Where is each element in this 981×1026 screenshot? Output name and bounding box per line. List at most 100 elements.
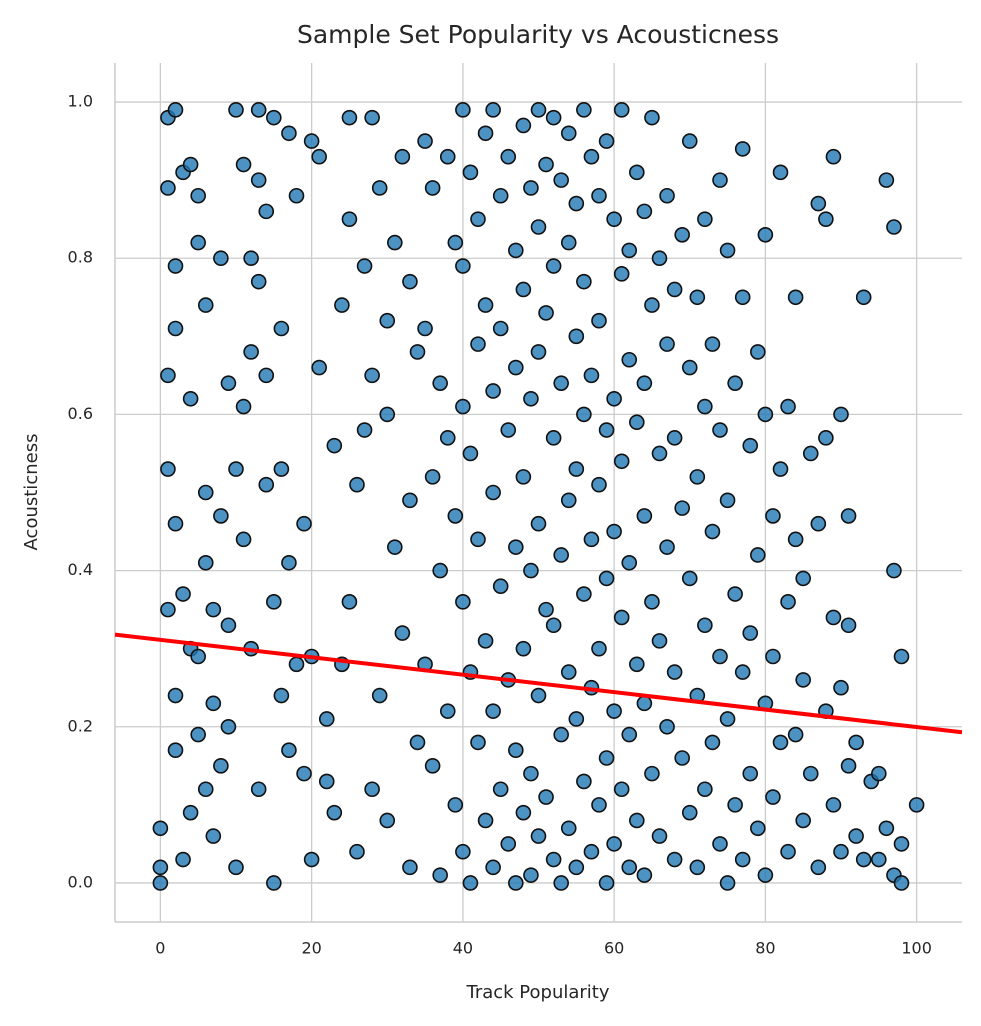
point	[485, 859, 501, 876]
point	[250, 102, 267, 118]
x-tick-label: 100	[901, 939, 932, 958]
point	[371, 687, 388, 704]
point	[606, 390, 622, 407]
point	[848, 734, 864, 751]
point	[871, 851, 887, 868]
point	[697, 398, 713, 415]
point	[795, 570, 811, 587]
point	[182, 804, 199, 821]
x-tick-label: 60	[604, 939, 624, 958]
point	[629, 812, 645, 829]
point	[235, 398, 252, 415]
point	[220, 375, 237, 391]
point	[235, 531, 252, 548]
point	[273, 687, 290, 704]
point	[447, 234, 464, 251]
point	[356, 422, 373, 438]
point	[197, 554, 214, 571]
chart-title: Sample Set Popularity vs Acousticness	[297, 20, 779, 49]
point	[757, 227, 774, 243]
point	[833, 406, 849, 423]
point	[213, 250, 229, 267]
y-tick-label: 1.0	[68, 92, 93, 111]
point	[893, 836, 910, 852]
point	[311, 359, 327, 376]
point	[666, 430, 683, 446]
point	[266, 109, 282, 126]
point	[780, 398, 796, 415]
point	[538, 305, 554, 321]
point	[727, 375, 743, 391]
point	[296, 515, 312, 532]
point	[205, 601, 222, 618]
point	[651, 633, 668, 649]
point	[167, 320, 184, 337]
point	[538, 156, 554, 173]
point	[492, 187, 509, 204]
point	[553, 875, 569, 891]
point	[704, 523, 721, 540]
point	[833, 843, 849, 860]
point	[750, 547, 766, 563]
point	[220, 718, 237, 735]
point	[681, 804, 698, 821]
point	[719, 242, 736, 259]
point	[591, 797, 607, 813]
point	[228, 102, 244, 118]
point	[235, 156, 252, 173]
point	[757, 867, 774, 883]
point	[318, 711, 335, 727]
point	[787, 726, 804, 743]
point	[712, 648, 728, 665]
point	[780, 594, 796, 610]
point	[530, 515, 547, 532]
point	[250, 273, 267, 290]
point	[568, 859, 585, 876]
point	[681, 570, 698, 587]
point	[613, 266, 630, 282]
point	[727, 586, 743, 602]
point	[213, 508, 229, 524]
point	[825, 797, 842, 813]
point	[500, 836, 517, 852]
point	[387, 539, 403, 555]
y-tick-label: 0.0	[68, 872, 93, 891]
point	[802, 445, 819, 462]
point	[258, 367, 275, 384]
point	[712, 422, 728, 438]
point	[583, 367, 600, 384]
point	[719, 875, 736, 891]
point	[818, 430, 834, 446]
point	[606, 211, 622, 227]
point	[477, 125, 494, 142]
point	[613, 609, 630, 626]
point	[318, 773, 335, 790]
point	[515, 469, 532, 485]
point	[734, 141, 751, 157]
point	[508, 359, 524, 376]
point	[341, 594, 358, 610]
point	[629, 414, 645, 431]
point	[477, 297, 494, 313]
point	[591, 312, 607, 329]
point	[621, 351, 638, 368]
point	[477, 633, 494, 649]
point	[515, 640, 532, 657]
point	[734, 664, 751, 680]
point	[651, 828, 668, 844]
point	[182, 390, 199, 407]
point	[432, 562, 448, 579]
point	[228, 859, 244, 876]
point	[530, 102, 547, 118]
point	[266, 875, 282, 891]
point	[160, 180, 176, 196]
point	[258, 476, 275, 493]
point	[840, 617, 857, 634]
point	[621, 242, 638, 259]
point	[394, 625, 411, 641]
point	[871, 765, 887, 782]
point	[598, 570, 615, 587]
point	[439, 430, 456, 446]
point	[772, 461, 789, 477]
point	[659, 187, 675, 204]
